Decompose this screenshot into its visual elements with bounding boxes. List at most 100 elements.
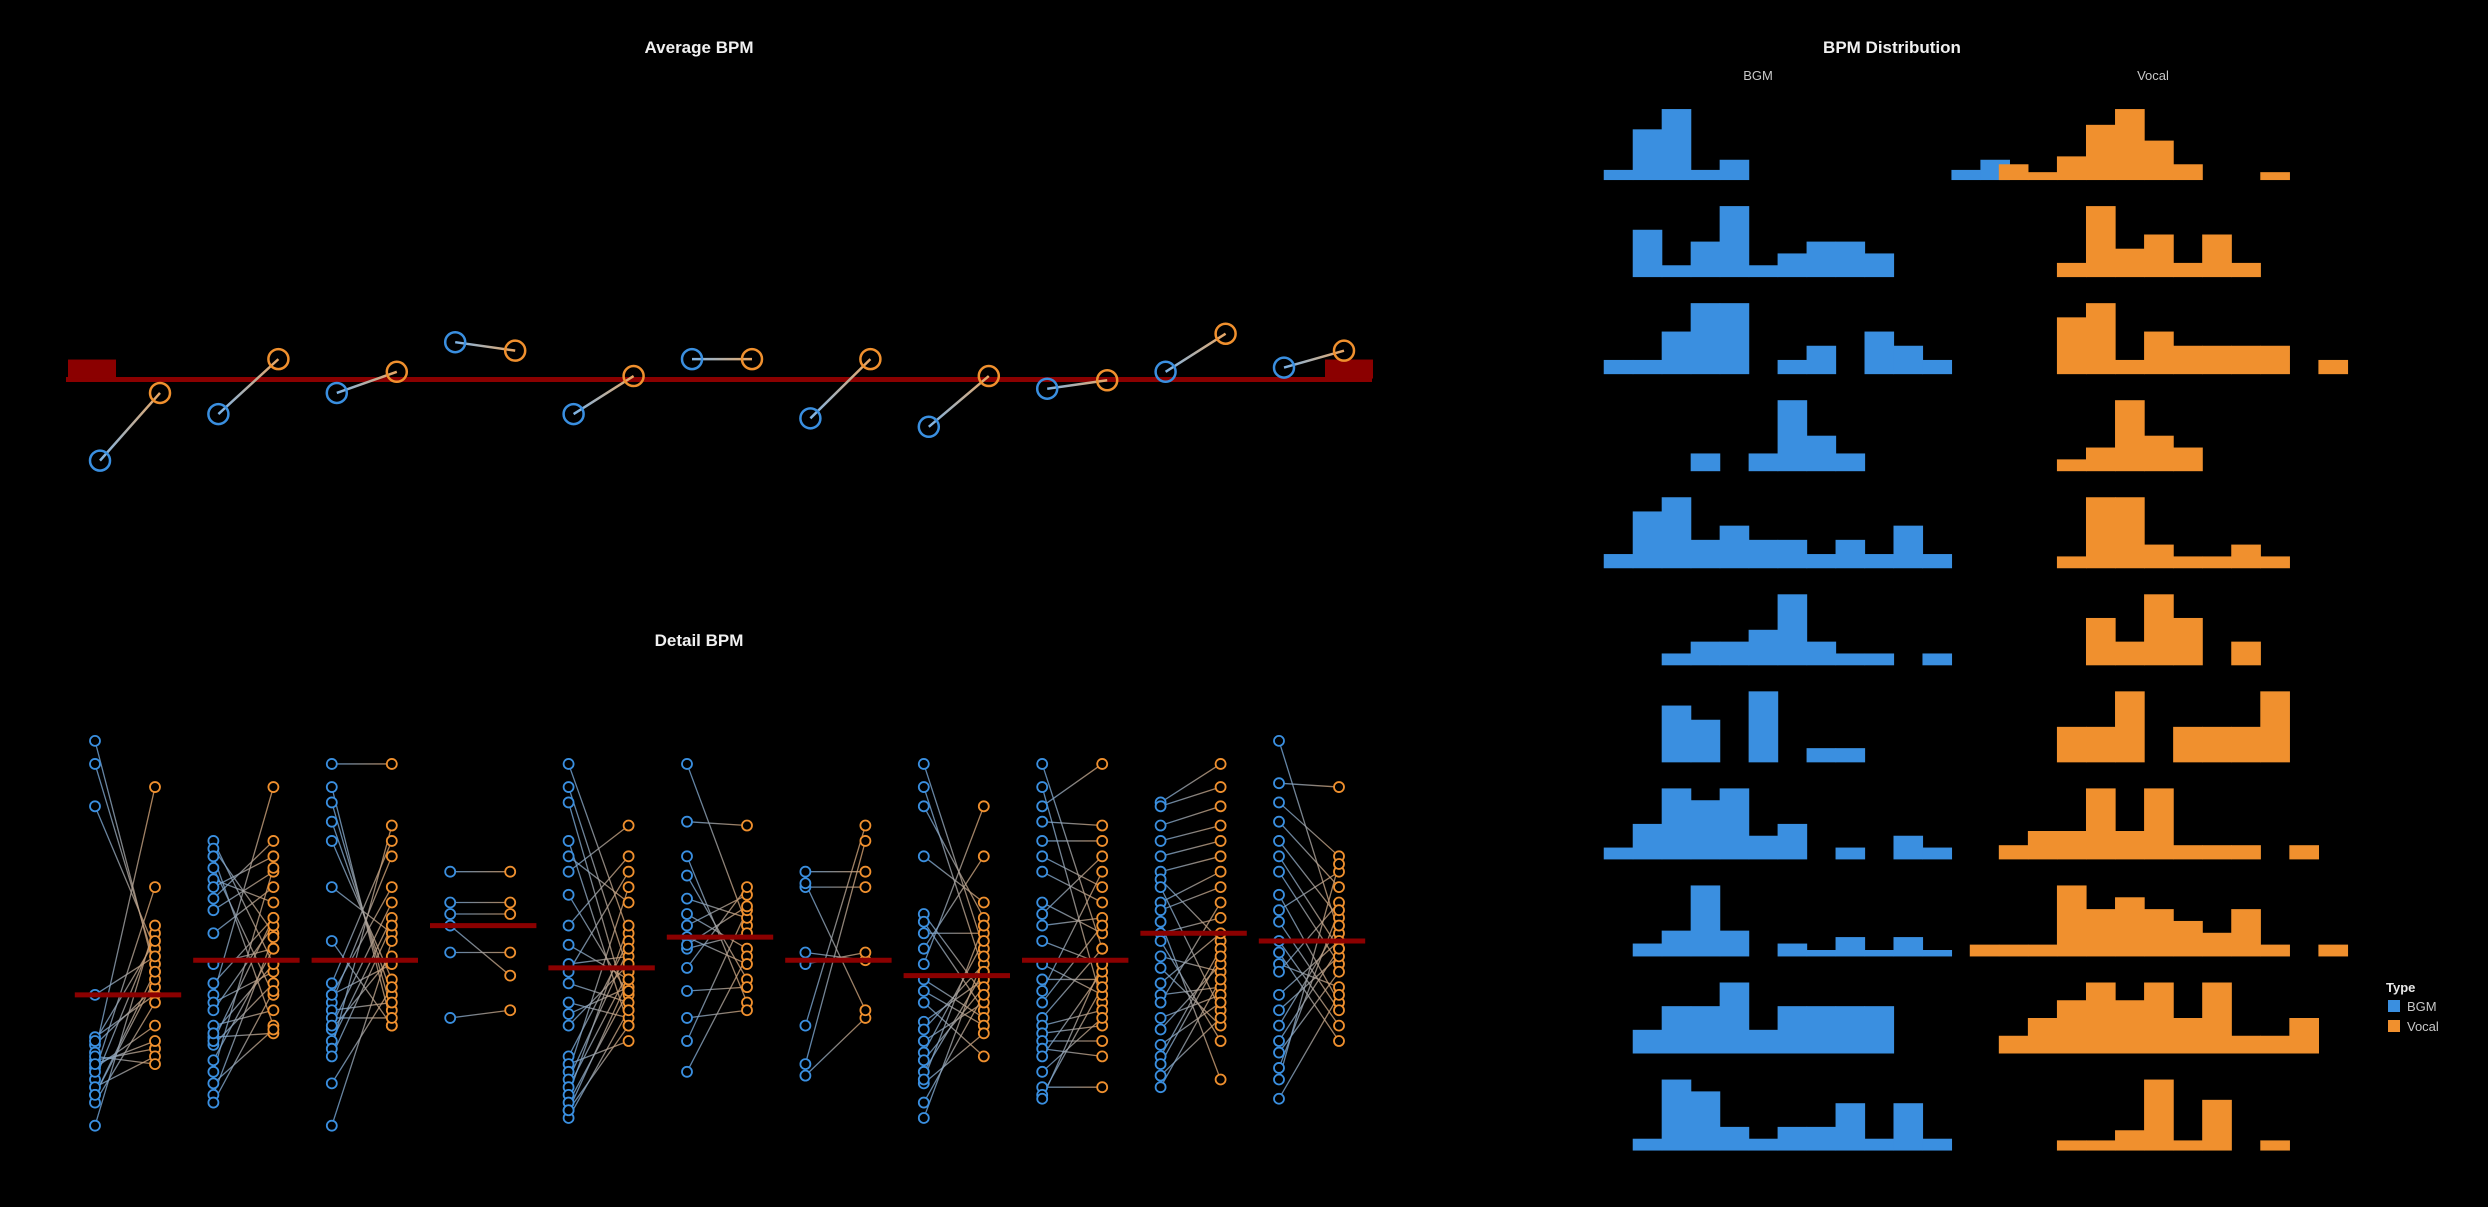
distribution-bar-bgm-hardcore-hip-hop <box>1922 949 1953 957</box>
distribution-bar-bgm-hardcore-hip-hop <box>1632 943 1663 957</box>
distribution-bar-vocal-conscious-hip-hop <box>2056 262 2087 278</box>
detail-connector-emo-rap <box>686 909 748 1042</box>
average-bpm-point-vocal-drill <box>503 339 527 362</box>
distribution-bar-bgm-gangsta-rap <box>1632 823 1663 860</box>
detail-connector-east-coast <box>568 894 630 996</box>
detail-point-vocal-west-coast <box>1333 965 1345 978</box>
legend-label-bgm[interactable]: BGM <box>2407 999 2437 1014</box>
detail-point-vocal-gangsta-rap <box>977 988 990 1001</box>
detail-point-bgm-east-coast <box>562 850 575 863</box>
distribution-bar-bgm-trap <box>1748 1029 1779 1054</box>
detail-point-bgm-east-coast <box>562 977 575 990</box>
bpm-distribution-title: BPM Distribution <box>1823 38 1961 57</box>
detail-connector-dirty-south <box>331 886 393 934</box>
detail-point-vocal-freestyle <box>859 835 872 847</box>
detail-point-vocal-conscious-hip-hop <box>267 881 280 893</box>
detail-point-vocal-gangsta-rap <box>977 950 990 963</box>
distribution-bar-vocal-hardcore-hip-hop <box>2115 897 2145 957</box>
distribution-bar-bgm-boom-bap <box>1632 129 1663 181</box>
distribution-bar-bgm-dirty-south <box>1603 359 1634 375</box>
detail-connector-trap <box>1160 886 1221 911</box>
distribution-bar-bgm-boom-bap <box>1603 169 1634 181</box>
detail-connector-east-coast <box>568 1025 630 1111</box>
detail-connector-east-coast <box>568 1040 629 1065</box>
detail-point-vocal-trap <box>1214 800 1227 813</box>
detail-point-bgm-west-coast <box>1273 904 1285 917</box>
distribution-bar-vocal-drill <box>2056 459 2087 472</box>
detail-point-bgm-emo-rap <box>681 850 693 863</box>
legend-swatch-vocal <box>2388 1020 2400 1032</box>
average-bpm-connector-east-coast <box>572 374 635 416</box>
detail-connector-hardcore-hip-hop <box>1042 917 1103 927</box>
distribution-bar-bgm-dirty-south <box>1719 303 1750 375</box>
detail-point-vocal-west-coast <box>1333 1019 1345 1032</box>
detail-point-bgm-gangsta-rap <box>917 996 930 1009</box>
average-bpm-point-vocal-hardcore-hip-hop <box>1095 369 1119 392</box>
distribution-bar-vocal-east-coast <box>2260 556 2290 569</box>
detail-connector-trap <box>1160 979 1222 1088</box>
detail-point-vocal-freestyle <box>859 865 872 878</box>
detail-connector-east-coast <box>568 1009 630 1119</box>
average-bpm-connector-freestyle <box>809 358 872 420</box>
detail-connector-east-coast <box>568 855 630 927</box>
detail-connector-trap <box>1160 948 1222 1057</box>
detail-connector-boom-bap <box>94 786 156 1053</box>
distribution-bar-vocal-gangsta-rap <box>2231 845 2261 860</box>
average-bpm-point-vocal-trap <box>1214 322 1237 345</box>
detail-point-vocal-conscious-hip-hop <box>267 896 280 909</box>
distribution-bar-vocal-gangsta-rap <box>2144 788 2174 860</box>
detail-point-bgm-east-coast <box>562 835 575 847</box>
detail-point-bgm-gangsta-rap <box>917 942 930 955</box>
distribution-bar-vocal-boom-bap <box>2115 109 2145 181</box>
detail-point-vocal-hardcore-hip-hop <box>1096 881 1109 893</box>
detail-connector-conscious-hip-hop <box>213 886 274 934</box>
average-bpm-point-bgm-dirty-south <box>325 381 349 405</box>
detail-point-vocal-east-coast <box>622 1019 635 1032</box>
average-bpm-connector-trap <box>1164 332 1227 373</box>
detail-point-vocal-trap <box>1214 1012 1227 1024</box>
detail-point-bgm-east-coast <box>562 865 575 878</box>
distribution-bar-vocal-freestyle <box>2173 726 2203 763</box>
distribution-bar-vocal-gangsta-rap <box>2056 831 2087 860</box>
detail-point-vocal-drill <box>504 1004 517 1017</box>
detail-connector-east-coast <box>568 948 630 1080</box>
detail-connector-boom-bap <box>94 1040 156 1065</box>
distribution-bar-vocal-trap <box>2085 982 2116 1054</box>
detail-point-bgm-boom-bap <box>89 800 101 813</box>
distribution-bar-vocal-west-coast <box>2144 1079 2174 1151</box>
distribution-bar-bgm-drill <box>1690 453 1721 472</box>
distribution-bar-bgm-hardcore-hip-hop <box>1835 937 1866 957</box>
detail-point-bgm-emo-rap <box>681 938 693 951</box>
detail-point-bgm-east-coast <box>562 796 575 809</box>
detail-point-bgm-trap <box>1154 996 1167 1009</box>
detail-connector-gangsta-rap <box>923 990 985 1027</box>
distribution-bar-vocal-dirty-south <box>2318 359 2349 375</box>
distribution-bar-vocal-conscious-hip-hop <box>2085 206 2116 278</box>
detail-point-bgm-conscious-hip-hop <box>207 1096 220 1109</box>
distribution-bar-bgm-conscious-hip-hop <box>1864 253 1895 278</box>
distribution-bar-vocal-gangsta-rap <box>2173 845 2203 860</box>
distribution-bar-vocal-boom-bap <box>2144 140 2174 181</box>
distribution-bar-bgm-freestyle <box>1690 719 1721 763</box>
detail-connector-west-coast <box>1278 821 1340 888</box>
distribution-bar-vocal-emo-rap <box>2173 617 2203 666</box>
detail-point-bgm-west-coast <box>1273 850 1285 863</box>
detail-point-bgm-emo-rap <box>681 815 693 828</box>
detail-connector-conscious-hip-hop <box>212 867 275 1072</box>
detail-point-bgm-conscious-hip-hop <box>207 1004 220 1017</box>
detail-connector-freestyle <box>804 882 866 1011</box>
detail-connector-hardcore-hip-hop <box>1041 763 1103 807</box>
detail-point-vocal-west-coast <box>1333 858 1345 870</box>
detail-connector-drill <box>450 1009 511 1019</box>
detail-point-vocal-drill <box>504 946 517 959</box>
detail-point-vocal-freestyle <box>859 946 872 959</box>
detail-connector-west-coast <box>1278 902 1340 973</box>
detail-point-vocal-boom-bap <box>149 881 161 893</box>
detail-point-vocal-conscious-hip-hop <box>267 931 280 944</box>
detail-point-bgm-boom-bap <box>89 1035 101 1047</box>
distribution-bar-vocal-hardcore-hip-hop <box>2027 944 2058 957</box>
legend-label-vocal[interactable]: Vocal <box>2407 1019 2439 1034</box>
distribution-bar-vocal-east-coast <box>2173 556 2203 569</box>
detail-point-vocal-boom-bap <box>149 1035 161 1047</box>
detail-point-bgm-gangsta-rap <box>917 850 930 863</box>
